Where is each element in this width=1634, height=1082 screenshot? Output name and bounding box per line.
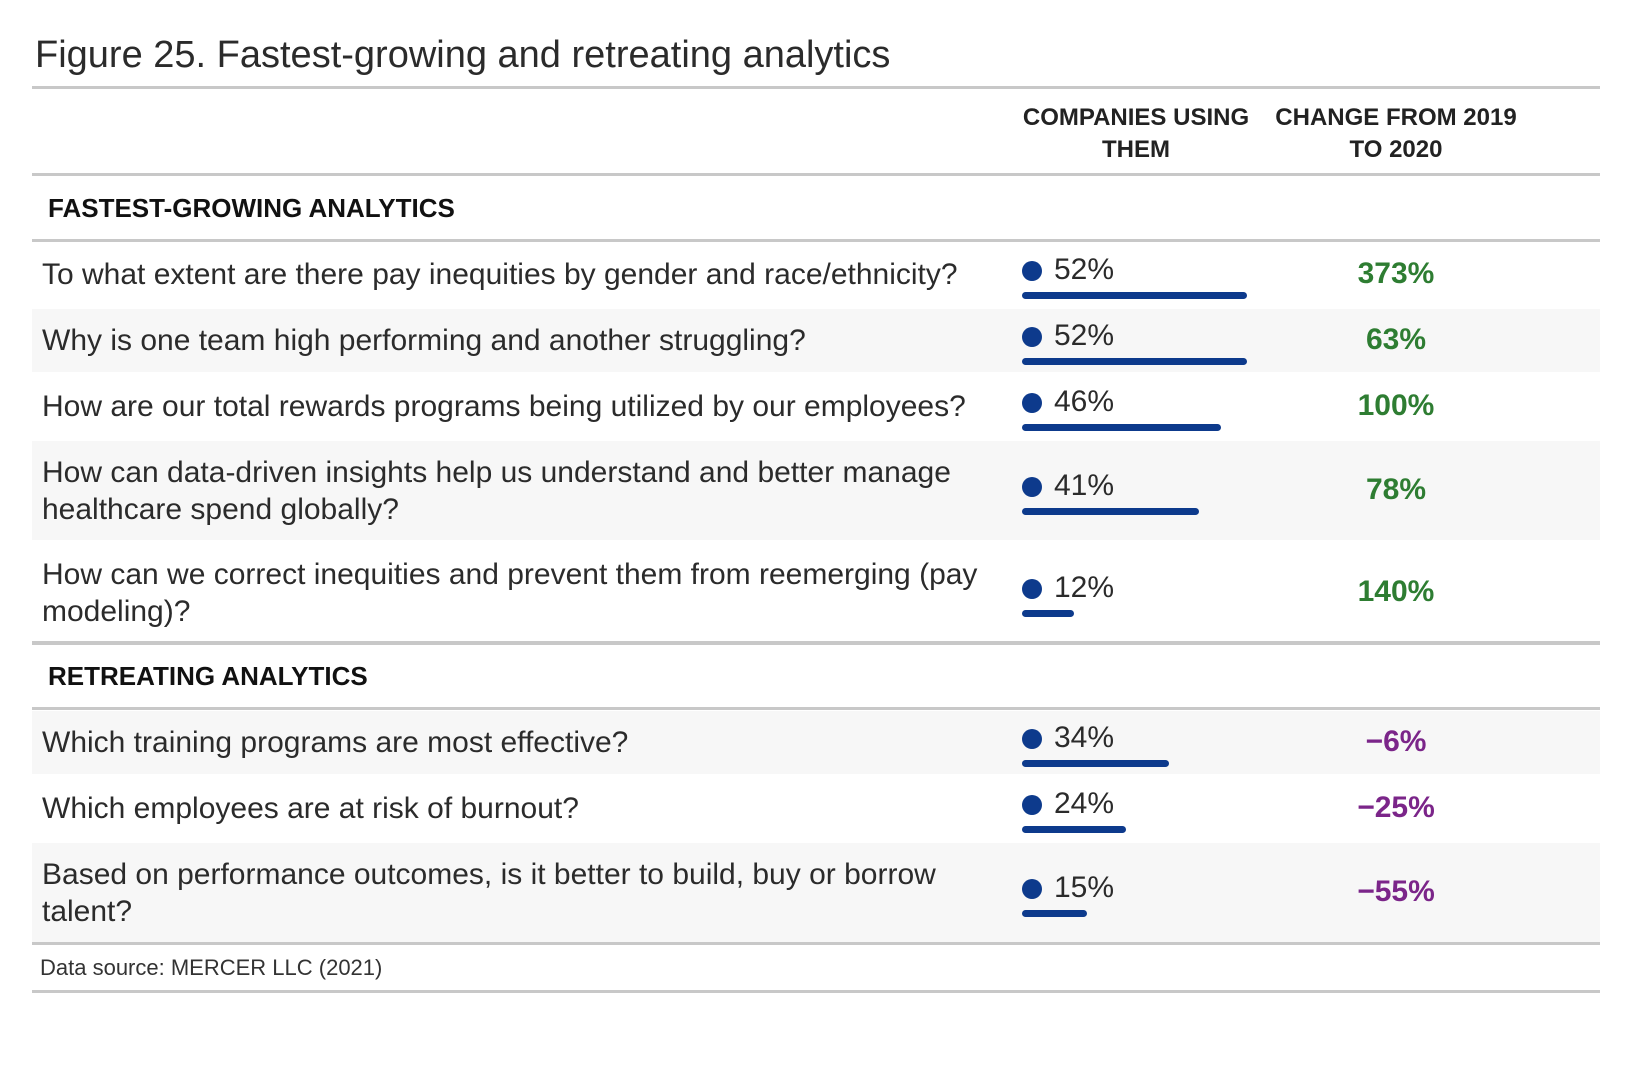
companies-using-value: 24%	[1054, 786, 1115, 820]
question-text: How can data-driven insights help us und…	[42, 455, 951, 526]
table-row: Which employees are at risk of burnout? 2…	[32, 777, 1600, 840]
companies-using-bar	[1022, 609, 1074, 617]
data-source-note: Data source: MERCER LLC (2021)	[40, 955, 383, 980]
column-header-change: CHANGE FROM 2019 TO 2020	[1266, 102, 1526, 166]
table-row: To what extent are there pay inequities …	[32, 243, 1600, 306]
companies-using-value: 15%	[1054, 870, 1115, 904]
change-value: 100%	[1357, 388, 1435, 422]
bar-marker-dot	[1022, 326, 1042, 347]
question-text: Why is one team high performing and anot…	[42, 324, 806, 357]
change-value: −55%	[1357, 874, 1435, 908]
section-heading-rule	[32, 239, 1600, 242]
change-value: 63%	[1365, 322, 1427, 356]
bar-marker-dot	[1022, 476, 1042, 497]
change-value: 78%	[1365, 472, 1427, 506]
companies-using-value: 46%	[1054, 384, 1115, 418]
section-rule	[32, 641, 1600, 644]
companies-using-bar	[1022, 909, 1087, 917]
change-value: 373%	[1357, 256, 1435, 290]
companies-using-bar	[1022, 357, 1247, 365]
column-header-companies-using: COMPANIES USING THEM	[1016, 102, 1256, 166]
table-row: How can we correct inequities and preven…	[32, 543, 1600, 642]
table-row: Which training programs are most effecti…	[32, 711, 1600, 774]
change-value: −6%	[1365, 724, 1427, 758]
column-header-change-line1: CHANGE FROM 2019	[1275, 104, 1517, 131]
question-text: Based on performance outcomes, is it bet…	[42, 857, 936, 928]
companies-using-value: 41%	[1054, 468, 1115, 502]
companies-using-bar	[1022, 291, 1247, 299]
section-heading-rule	[32, 707, 1600, 710]
bar-marker-dot	[1022, 728, 1042, 749]
section-heading: FASTEST-GROWING ANALYTICS	[48, 193, 455, 223]
change-value: 140%	[1357, 574, 1435, 608]
question-text: How are our total rewards programs being…	[42, 390, 966, 423]
title-rule	[32, 86, 1600, 89]
question-text: Which training programs are most effecti…	[42, 726, 629, 759]
bar-marker-dot	[1022, 878, 1042, 899]
section-end-rule	[32, 942, 1600, 945]
section-rule	[32, 173, 1600, 176]
bar-marker-dot	[1022, 578, 1042, 599]
change-value: −25%	[1357, 790, 1435, 824]
column-header-companies-line1: COMPANIES USING	[1022, 104, 1250, 131]
table-row: How can data-driven insights help us und…	[32, 441, 1600, 540]
table-row: Why is one team high performing and anot…	[32, 309, 1600, 372]
question-text: How can we correct inequities and preven…	[42, 557, 978, 628]
companies-using-bar	[1022, 507, 1199, 515]
column-header-change-line2: TO 2020	[1349, 136, 1443, 163]
bar-marker-dot	[1022, 392, 1042, 413]
question-text: Which employees are at risk of burnout?	[42, 792, 579, 825]
companies-using-bar	[1022, 759, 1169, 767]
companies-using-value: 12%	[1054, 570, 1115, 604]
question-text: To what extent are there pay inequities …	[42, 258, 958, 291]
companies-using-value: 52%	[1054, 252, 1115, 286]
table-row: Based on performance outcomes, is it bet…	[32, 843, 1600, 942]
figure-title: Figure 25. Fastest-growing and retreatin…	[35, 34, 891, 76]
companies-using-bar	[1022, 423, 1221, 431]
bar-marker-dot	[1022, 260, 1042, 281]
bar-marker-dot	[1022, 794, 1042, 815]
section-heading: RETREATING ANALYTICS	[48, 661, 368, 691]
table-row: How are our total rewards programs being…	[32, 375, 1600, 438]
column-header-companies-line2: THEM	[1102, 136, 1170, 163]
companies-using-bar	[1022, 825, 1126, 833]
companies-using-value: 52%	[1054, 318, 1115, 352]
companies-using-value: 34%	[1054, 720, 1115, 754]
bottom-rule	[32, 990, 1600, 993]
